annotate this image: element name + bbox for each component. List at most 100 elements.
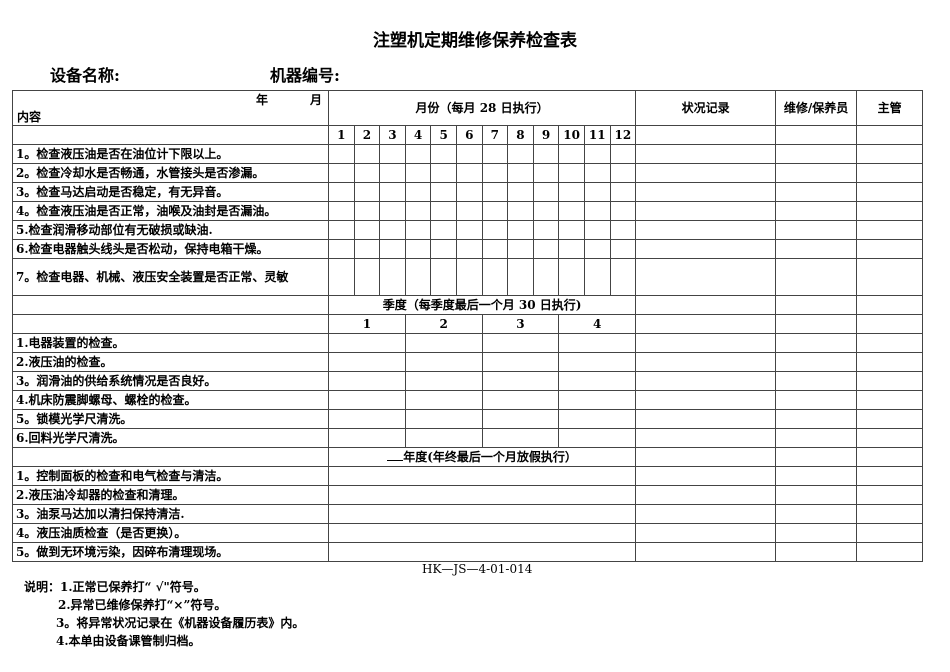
month-check-cell[interactable] [583, 182, 611, 202]
quarter-check-cell[interactable] [404, 428, 483, 448]
maintainer-cell[interactable] [775, 182, 858, 202]
maintainer-cell[interactable] [775, 163, 858, 183]
maintainer-cell[interactable] [775, 466, 858, 486]
month-check-cell[interactable] [583, 201, 611, 221]
status-cell[interactable] [635, 333, 777, 353]
month-check-cell[interactable] [430, 258, 457, 296]
month-check-cell[interactable] [481, 163, 509, 183]
month-check-cell[interactable] [353, 220, 381, 240]
month-check-cell[interactable] [455, 239, 483, 259]
month-check-cell[interactable] [507, 163, 534, 183]
status-cell[interactable] [635, 258, 777, 296]
month-check-cell[interactable] [532, 239, 560, 259]
month-check-cell[interactable] [404, 201, 432, 221]
month-check-cell[interactable] [507, 220, 534, 240]
quarter-check-cell[interactable] [558, 390, 637, 410]
supervisor-cell[interactable] [856, 371, 924, 391]
maintainer-cell[interactable] [775, 333, 858, 353]
month-check-cell[interactable] [455, 182, 483, 202]
supervisor-cell[interactable] [856, 352, 924, 372]
supervisor-cell[interactable] [856, 182, 924, 202]
month-check-cell[interactable] [379, 182, 406, 202]
month-check-cell[interactable] [455, 201, 483, 221]
supervisor-cell[interactable] [856, 258, 924, 296]
month-check-cell[interactable] [328, 144, 355, 164]
month-check-cell[interactable] [404, 163, 432, 183]
month-check-cell[interactable] [379, 201, 406, 221]
maintainer-cell[interactable] [775, 428, 858, 448]
quarter-check-cell[interactable] [328, 333, 406, 353]
month-check-cell[interactable] [481, 258, 509, 296]
month-check-cell[interactable] [430, 144, 457, 164]
month-check-cell[interactable] [558, 144, 585, 164]
month-check-cell[interactable] [481, 182, 509, 202]
month-check-cell[interactable] [583, 258, 611, 296]
month-check-cell[interactable] [583, 220, 611, 240]
quarter-check-cell[interactable] [558, 409, 637, 429]
status-cell[interactable] [635, 409, 777, 429]
month-check-cell[interactable] [481, 220, 509, 240]
supervisor-cell[interactable] [856, 163, 924, 183]
quarter-check-cell[interactable] [404, 352, 483, 372]
maintainer-cell[interactable] [775, 504, 858, 524]
supervisor-cell[interactable] [856, 504, 924, 524]
maintainer-cell[interactable] [775, 352, 858, 372]
month-check-cell[interactable] [404, 182, 432, 202]
month-check-cell[interactable] [455, 144, 483, 164]
month-check-cell[interactable] [328, 201, 355, 221]
month-check-cell[interactable] [481, 144, 509, 164]
supervisor-cell[interactable] [856, 523, 924, 543]
month-check-cell[interactable] [430, 163, 457, 183]
supervisor-cell[interactable] [856, 239, 924, 259]
month-check-cell[interactable] [558, 220, 585, 240]
month-check-cell[interactable] [583, 144, 611, 164]
year-blank[interactable] [387, 450, 404, 461]
maintainer-cell[interactable] [775, 542, 858, 562]
month-check-cell[interactable] [328, 220, 355, 240]
maintainer-cell[interactable] [775, 485, 858, 505]
annual-check-cell[interactable] [327, 504, 637, 524]
maintainer-cell[interactable] [775, 390, 858, 410]
month-check-cell[interactable] [455, 220, 483, 240]
month-check-cell[interactable] [609, 182, 637, 202]
month-check-cell[interactable] [430, 182, 457, 202]
supervisor-cell[interactable] [856, 390, 924, 410]
month-check-cell[interactable] [379, 144, 406, 164]
month-check-cell[interactable] [430, 201, 457, 221]
month-check-cell[interactable] [353, 258, 381, 296]
maintainer-cell[interactable] [775, 258, 858, 296]
month-check-cell[interactable] [328, 182, 355, 202]
quarter-check-cell[interactable] [481, 371, 560, 391]
month-check-cell[interactable] [532, 182, 560, 202]
month-check-cell[interactable] [507, 201, 534, 221]
quarter-check-cell[interactable] [328, 409, 406, 429]
supervisor-cell[interactable] [856, 466, 924, 486]
month-check-cell[interactable] [455, 258, 483, 296]
status-cell[interactable] [635, 523, 777, 543]
month-check-cell[interactable] [328, 258, 355, 296]
status-cell[interactable] [635, 504, 777, 524]
month-check-cell[interactable] [609, 220, 637, 240]
maintainer-cell[interactable] [775, 144, 858, 164]
month-check-cell[interactable] [328, 239, 355, 259]
month-check-cell[interactable] [404, 220, 432, 240]
status-cell[interactable] [635, 466, 777, 486]
status-cell[interactable] [635, 485, 777, 505]
month-check-cell[interactable] [609, 258, 637, 296]
month-check-cell[interactable] [558, 201, 585, 221]
month-check-cell[interactable] [558, 163, 585, 183]
quarter-check-cell[interactable] [328, 371, 406, 391]
quarter-check-cell[interactable] [328, 390, 406, 410]
status-cell[interactable] [635, 220, 777, 240]
month-check-cell[interactable] [379, 220, 406, 240]
month-check-cell[interactable] [507, 239, 534, 259]
status-cell[interactable] [635, 163, 777, 183]
month-check-cell[interactable] [532, 258, 560, 296]
month-check-cell[interactable] [379, 239, 406, 259]
quarter-check-cell[interactable] [481, 333, 560, 353]
month-check-cell[interactable] [430, 239, 457, 259]
quarter-check-cell[interactable] [481, 352, 560, 372]
month-check-cell[interactable] [558, 239, 585, 259]
maintainer-cell[interactable] [775, 371, 858, 391]
supervisor-cell[interactable] [856, 428, 924, 448]
